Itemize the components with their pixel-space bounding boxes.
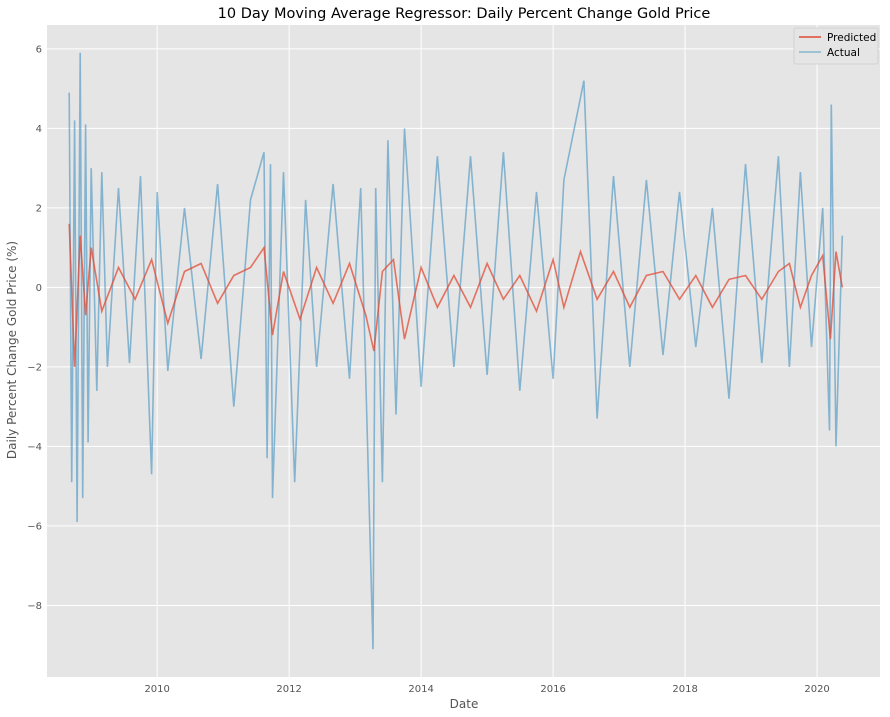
y-tick-label: 6 [36,44,42,55]
y-tick-label: −2 [27,362,42,373]
y-axis-label: Daily Percent Change Gold Price (%) [5,241,19,459]
y-tick-label: −6 [27,521,42,532]
x-tick-label: 2018 [672,684,697,695]
x-tick-label: 2010 [144,684,169,695]
x-tick-label: 2012 [276,684,301,695]
series-layer [68,52,844,650]
grid [47,25,880,677]
series-actual-line [68,52,844,650]
y-tick-label: 2 [36,203,42,214]
plot-area [47,25,880,677]
chart-title: 10 Day Moving Average Regressor: Daily P… [218,6,711,22]
y-tick-label: 0 [36,283,42,294]
legend-predicted-label: Predicted [827,32,876,44]
x-axis-ticks: 2010 2012 2014 2016 2018 2020 [144,684,829,695]
legend: Predicted Actual [793,27,879,65]
y-tick-label: 4 [36,124,42,135]
legend-actual-label: Actual [827,47,860,59]
x-tick-label: 2014 [408,684,433,695]
y-tick-label: −4 [27,442,42,453]
y-axis-ticks: −8 −6 −4 −2 0 2 4 6 [27,44,42,612]
x-tick-label: 2020 [804,684,829,695]
series-predicted-line [68,223,844,367]
x-tick-label: 2016 [540,684,565,695]
x-axis-label: Date [450,697,479,711]
y-tick-label: −8 [27,601,42,612]
